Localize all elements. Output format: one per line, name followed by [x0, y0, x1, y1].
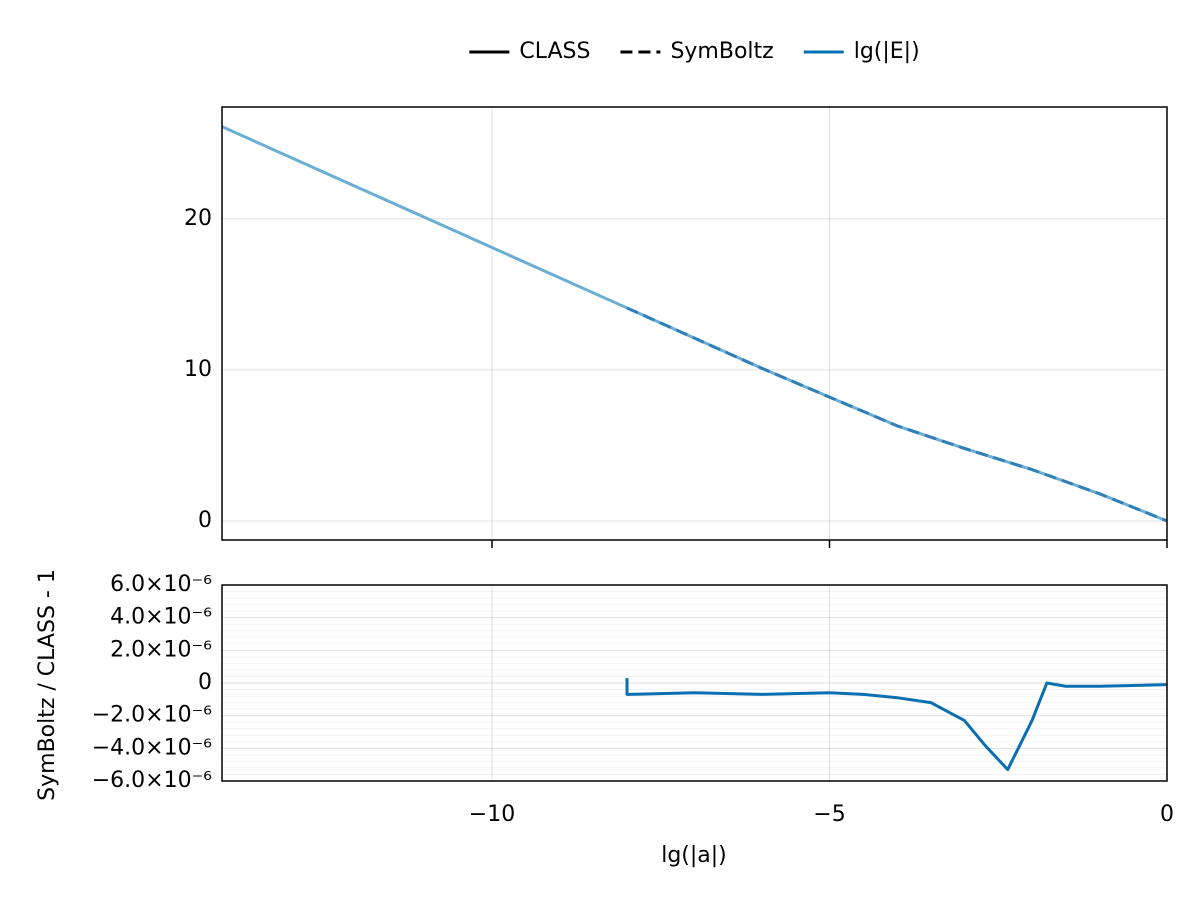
x-tick-label: −5: [813, 802, 845, 827]
plot-frame: [221, 584, 1168, 782]
y-tick-label: −6.0×10⁻⁶: [92, 768, 212, 793]
legend-label: lg(|E|): [854, 39, 920, 64]
legend-label: CLASS: [519, 39, 590, 64]
y-tick-label: 6.0×10⁻⁶: [110, 572, 212, 597]
data-line: [626, 306, 1168, 523]
plot-frame: [221, 106, 1168, 541]
x-axis-label: lg(|a|): [661, 843, 727, 868]
y-tick-label: 10: [184, 357, 212, 382]
legend-label: SymBoltz: [670, 39, 773, 64]
y-tick-label: −4.0×10⁻⁶: [92, 735, 212, 760]
y-tick-label: −2.0×10⁻⁶: [92, 703, 212, 728]
y-tick-label: 0: [198, 670, 212, 695]
y-tick-label: 20: [184, 206, 212, 231]
y-tick-label: 4.0×10⁻⁶: [110, 605, 212, 630]
y-axis-label: SymBoltz / CLASS - 1: [35, 569, 60, 801]
data-line: [625, 678, 1168, 772]
x-tick-label: −10: [469, 802, 515, 827]
data-line: [221, 125, 1168, 523]
y-tick-label: 2.0×10⁻⁶: [110, 637, 212, 662]
x-tick-label: 0: [1160, 802, 1174, 827]
y-tick-label: 0: [198, 508, 212, 533]
